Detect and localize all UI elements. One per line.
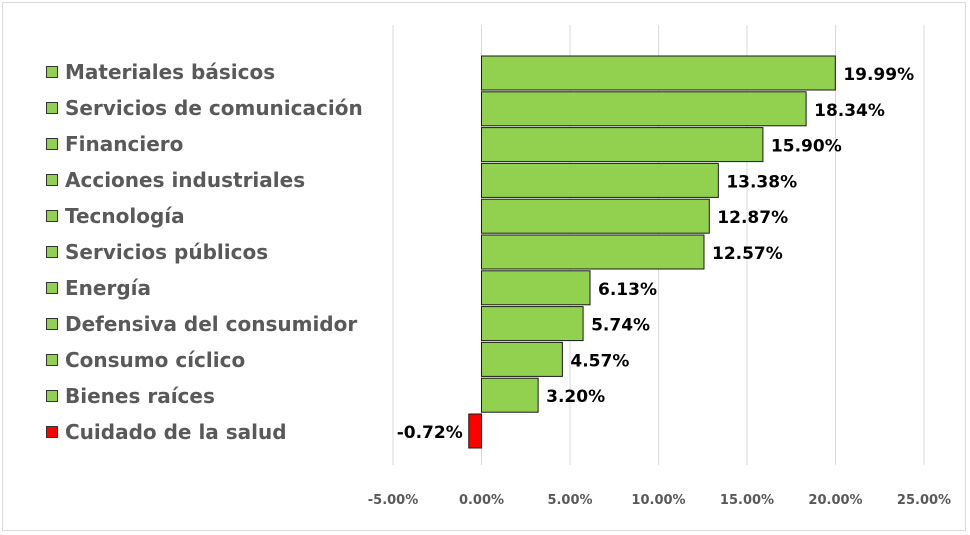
legend-swatch [46,354,58,366]
data-label: 5.74% [591,316,650,336]
legend-swatch [46,102,58,114]
legend-swatch [46,246,58,258]
data-label: 13.38% [726,172,797,192]
data-label: 19.99% [843,65,914,85]
bar [481,377,539,413]
legend-label: Bienes raíces [65,384,215,408]
legend-label: Materiales básicos [65,60,276,84]
x-tick-label: 5.00% [547,493,592,508]
data-label: 4.57% [570,351,629,371]
legend-swatch [46,390,58,402]
legend-item: Energía [46,270,363,306]
legend-swatch [46,138,58,150]
legend-swatch [46,282,58,294]
legend-item: Acciones industriales [46,162,363,198]
legend-item: Bienes raíces [46,378,363,414]
data-label: 6.13% [598,280,657,300]
data-label: 12.87% [717,208,788,228]
x-tick-label: 10.00% [631,493,685,508]
legend-item: Consumo cíclico [46,342,363,378]
legend-label: Servicios públicos [65,240,269,264]
legend-label: Energía [65,276,151,300]
bar [481,55,836,91]
legend-swatch [46,66,58,78]
bar [481,270,591,306]
legend-label: Consumo cíclico [65,348,246,372]
legend-label: Acciones industriales [65,168,306,192]
data-label: 12.57% [712,244,783,264]
bar [481,234,705,270]
x-tick-label: 20.00% [808,493,862,508]
data-label: 18.34% [814,101,885,121]
bar [481,341,563,377]
legend-item: Servicios de comunicación [46,90,363,126]
bar [481,198,710,234]
legend-item: Materiales básicos [46,54,363,90]
x-tick-label: 0.00% [459,493,504,508]
bar [481,162,719,198]
legend-label: Tecnología [65,204,185,228]
legend-label: Cuidado de la salud [65,420,287,444]
legend-label: Servicios de comunicación [65,96,363,120]
legend-swatch [46,318,58,330]
bar [481,306,584,342]
legend: Materiales básicos Servicios de comunicac… [46,54,363,450]
x-tick-label: 25.00% [897,493,951,508]
legend-item: Servicios públicos [46,234,363,270]
data-label: 3.20% [546,387,605,407]
bar [481,127,764,163]
legend-swatch [46,210,58,222]
legend-label: Financiero [65,132,184,156]
legend-label: Defensiva del consumidor [65,312,358,336]
legend-swatch [46,174,58,186]
data-label: -0.72% [397,423,463,443]
legend-item: Defensiva del consumidor [46,306,363,342]
bar [481,91,807,127]
legend-item: Cuidado de la salud [46,414,363,450]
x-tick-label: 15.00% [720,493,774,508]
data-label: 15.90% [771,137,842,157]
bar [468,413,483,449]
legend-item: Financiero [46,126,363,162]
legend-swatch [46,426,58,438]
x-tick-label: -5.00% [368,493,419,508]
legend-item: Tecnología [46,198,363,234]
